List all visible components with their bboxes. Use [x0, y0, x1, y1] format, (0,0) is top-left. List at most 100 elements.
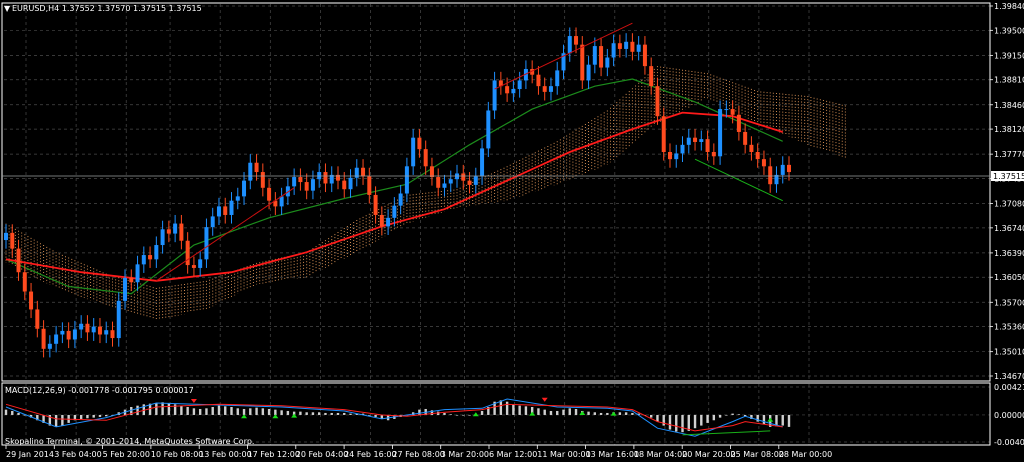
- candle-body: [335, 174, 340, 181]
- y-tick-label: 1.36390: [994, 249, 1024, 258]
- x-tick-label: 3 Mar 20:00: [441, 450, 489, 459]
- candle-body: [116, 300, 121, 339]
- candle-body: [630, 41, 635, 52]
- dropdown-icon[interactable]: ▼: [4, 4, 11, 13]
- macd-histogram-bar: [136, 405, 139, 415]
- candle-body: [536, 74, 541, 87]
- candle-body: [429, 166, 434, 178]
- candle-body: [179, 223, 184, 241]
- candle-body: [285, 186, 290, 197]
- candle-body: [91, 326, 96, 333]
- macd-histogram-bar: [762, 414, 766, 425]
- candle-body: [97, 326, 102, 335]
- candle-body: [361, 167, 366, 177]
- candle-body: [693, 137, 698, 142]
- macd-histogram-bar: [700, 414, 703, 426]
- candle-body: [185, 240, 190, 266]
- candle-body: [617, 43, 622, 49]
- candle-body: [586, 64, 591, 81]
- macd-histogram-bar: [493, 401, 496, 415]
- candle-body: [699, 139, 704, 142]
- macd-histogram-bar: [606, 412, 609, 415]
- candle-body: [492, 80, 497, 111]
- macd-histogram-bar: [349, 413, 352, 415]
- macd-histogram-bar: [224, 406, 227, 415]
- macd-histogram-bar: [324, 412, 327, 415]
- candle-body: [348, 177, 353, 190]
- candle-body: [342, 180, 347, 190]
- macd-histogram-bar: [455, 414, 459, 416]
- candle-body: [141, 255, 146, 265]
- macd-histogram-bar: [556, 410, 559, 415]
- candle-body: [104, 330, 109, 335]
- candle-body: [574, 36, 579, 45]
- candle-body: [110, 330, 115, 339]
- candle-body: [661, 116, 666, 152]
- candle-body: [54, 334, 59, 344]
- candle-body: [173, 223, 178, 234]
- candle-body: [711, 151, 716, 157]
- symbol-header: EURUSD,H4 1.37552 1.37570 1.37515 1.3751…: [12, 4, 202, 13]
- ma-slow-line: [5, 111, 783, 282]
- candle-body: [47, 343, 52, 349]
- candle-body: [530, 68, 535, 75]
- x-tick-label: 18 Mar 04:00: [634, 450, 687, 459]
- macd-histogram-bar: [449, 414, 452, 415]
- candle-body: [35, 309, 40, 329]
- candle-body: [10, 232, 15, 249]
- candle-body: [85, 323, 90, 333]
- candle-body: [216, 206, 221, 217]
- macd-histogram-bar: [36, 414, 39, 421]
- y-tick-label: 1.39150: [994, 51, 1024, 60]
- arrow-up-icon: [241, 414, 248, 419]
- macd-histogram-bar: [368, 414, 371, 416]
- candle-body: [354, 167, 359, 178]
- macd-histogram-bar: [98, 414, 102, 417]
- candle-body: [624, 41, 629, 49]
- macd-histogram-bar: [17, 412, 20, 415]
- candle-body: [198, 259, 203, 268]
- y-tick-label: 1.38810: [994, 76, 1024, 85]
- trendline: [694, 158, 783, 202]
- candle-body: [461, 173, 466, 181]
- macd-signal-line: [5, 403, 783, 432]
- candle-body: [298, 177, 303, 183]
- candle-body: [523, 68, 528, 81]
- candle-body: [580, 44, 585, 81]
- macd-histogram-bar: [675, 414, 678, 432]
- candle-body: [774, 174, 779, 185]
- candle-body: [392, 205, 397, 218]
- macd-histogram-bar: [267, 408, 271, 415]
- candle-body: [411, 137, 416, 167]
- macd-histogram-bar: [42, 414, 45, 423]
- y-tick-label: 1.35010: [994, 348, 1024, 357]
- x-tick-label: 29 Jan 2014: [6, 450, 54, 459]
- candle-body: [768, 166, 773, 185]
- candle-body: [718, 109, 723, 157]
- candle-body: [761, 159, 766, 167]
- candle-body: [373, 194, 378, 215]
- candle-body: [423, 149, 428, 167]
- macd-histogram-bar: [330, 412, 333, 415]
- macd-histogram-bar: [737, 414, 741, 415]
- macd-histogram-bar: [192, 408, 196, 415]
- macd-histogram-bar: [343, 412, 346, 415]
- arrow-down-icon: [190, 399, 197, 404]
- macd-histogram-bar: [430, 410, 434, 415]
- macd-pane-frame: [1, 382, 991, 446]
- candle-body: [235, 196, 240, 201]
- candle-body: [705, 139, 710, 152]
- candle-body: [417, 137, 422, 150]
- macd-histogram-bar: [361, 413, 365, 415]
- macd-histogram-bar: [105, 414, 108, 417]
- macd-histogram-bar: [48, 414, 52, 426]
- candle-body: [498, 80, 503, 87]
- candle-body: [448, 179, 453, 184]
- macd-histogram-bar: [73, 414, 77, 421]
- candle-body: [667, 151, 672, 160]
- macd-histogram-bar: [211, 406, 214, 415]
- macd-histogram-bar: [750, 414, 753, 419]
- macd-histogram-bar: [787, 414, 791, 427]
